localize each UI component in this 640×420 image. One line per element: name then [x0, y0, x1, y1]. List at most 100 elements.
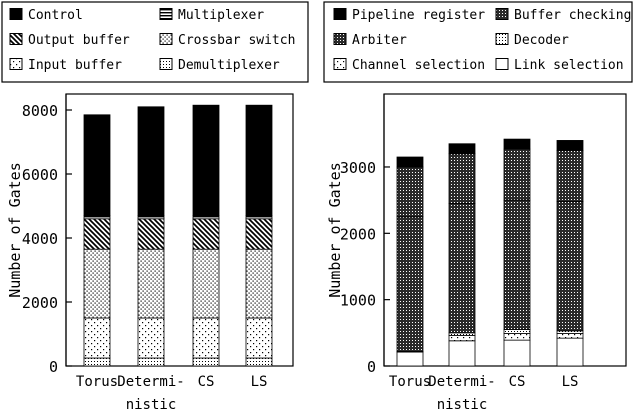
- bar-segment-input-buffer: [137, 317, 165, 359]
- bars: [83, 104, 273, 367]
- x-tick-label: nistic: [126, 397, 177, 413]
- bar-segment-output-buffer: [83, 218, 111, 250]
- legend: Pipeline register Arbiter Channel selectio…: [323, 1, 633, 83]
- y-tick-label: 2000: [340, 225, 376, 243]
- legend-label-crossbar-switch: Crossbar switch: [178, 33, 295, 48]
- bar-segment-arbiter: [503, 199, 531, 330]
- y-tick-label: 0: [49, 358, 58, 376]
- bar-segment-buffer-checking: [503, 148, 531, 201]
- bar-segment-pipeline-register: [503, 138, 531, 150]
- legend-label-buffer-checking: Buffer checking: [514, 8, 631, 23]
- y-tick-label: 1000: [340, 292, 376, 310]
- legend-label-multiplexer: Multiplexer: [178, 8, 264, 23]
- y-tick-label: 6000: [22, 166, 58, 184]
- chart-left: Control Output buffer Input buffer Multiple…: [1, 1, 309, 413]
- bar-segment-buffer-checking: [448, 153, 476, 204]
- legend-label-arbiter: Arbiter: [352, 33, 407, 48]
- bar-segment-multiplexer: [245, 215, 273, 220]
- y-tick-label: 0: [367, 358, 376, 376]
- bar-segment-link-selection: [396, 351, 424, 367]
- bar-segment-input-buffer: [83, 317, 111, 359]
- bar-segment-control: [83, 114, 111, 217]
- plot-frame: [65, 93, 294, 367]
- y-tick-label: 2000: [22, 294, 58, 312]
- legend-label-control: Control: [28, 8, 83, 23]
- legend-swatch-multiplexer: [159, 8, 173, 20]
- legend-swatch-channel-selection: [333, 58, 347, 70]
- bar-segment-crossbar-switch: [137, 248, 165, 319]
- bar-segment-crossbar-switch: [83, 248, 111, 319]
- bar-segment-demultiplexer: [245, 357, 273, 367]
- legend-label-pipeline-register: Pipeline register: [352, 8, 485, 23]
- y-tick-label: 3000: [340, 159, 376, 177]
- bar-segment-channel-selection: [556, 333, 584, 339]
- x-tick-label: Torus: [389, 374, 431, 390]
- bar-segment-pipeline-register: [556, 140, 584, 151]
- legend-swatch-link-selection: [495, 58, 509, 70]
- bar-segment-control: [137, 106, 165, 217]
- x-tick-label: Determi-: [428, 374, 495, 390]
- bar-segment-control: [245, 104, 273, 216]
- legend-box: [323, 1, 633, 83]
- legend-swatch-decoder: [495, 33, 509, 45]
- legend-label-link-selection: Link selection: [514, 58, 624, 73]
- bar-segment-link-selection: [503, 339, 531, 367]
- bar-segment-pipeline-register: [448, 143, 476, 155]
- bar-segment-multiplexer: [192, 215, 220, 220]
- bar-segment-buffer-checking: [396, 166, 424, 218]
- legend-label-demultiplexer: Demultiplexer: [178, 58, 280, 73]
- x-tick-label: Determi-: [117, 374, 184, 390]
- bar-segment-demultiplexer: [137, 357, 165, 367]
- bar-segment-arbiter: [396, 216, 424, 352]
- bars: [396, 138, 584, 367]
- bar-segment-crossbar-switch: [192, 248, 220, 319]
- x-tick-label: CS: [198, 374, 215, 390]
- bar-segment-link-selection: [556, 337, 584, 367]
- x-tick-label: Torus: [76, 374, 118, 390]
- legend-box: [1, 1, 309, 83]
- bar-segment-multiplexer: [137, 215, 165, 220]
- legend-swatch-input-buffer: [9, 58, 23, 70]
- y-tick-label: 4000: [22, 230, 58, 248]
- y-axis-title: Number of Gates: [326, 162, 344, 297]
- bar-segment-decoder: [503, 329, 531, 334]
- bar-segment-multiplexer: [83, 215, 111, 220]
- chart-right: Pipeline register Arbiter Channel selectio…: [323, 1, 633, 413]
- legend-swatch-pipeline-register: [333, 8, 347, 20]
- bar-segment-control: [192, 104, 220, 216]
- bar-segment-link-selection: [448, 340, 476, 367]
- x-tick-label: CS: [509, 374, 526, 390]
- legend-label-channel-selection: Channel selection: [352, 58, 485, 73]
- x-tick-label: nistic: [437, 397, 488, 413]
- bar-segment-demultiplexer: [192, 357, 220, 367]
- legend-label-input-buffer: Input buffer: [28, 58, 122, 73]
- y-tick-label: 8000: [22, 102, 58, 120]
- bar-segment-output-buffer: [137, 218, 165, 250]
- legend-swatch-output-buffer: [9, 33, 23, 45]
- bar-segment-input-buffer: [245, 317, 273, 359]
- bar-segment-arbiter: [556, 201, 584, 332]
- legend-swatch-crossbar-switch: [159, 33, 173, 45]
- legend-swatch-control: [9, 8, 23, 20]
- bar-segment-output-buffer: [192, 218, 220, 250]
- legend-swatch-demultiplexer: [159, 58, 173, 70]
- bar-segment-pipeline-register: [396, 156, 424, 168]
- legend-label-decoder: Decoder: [514, 33, 569, 48]
- bar-segment-input-buffer: [192, 317, 220, 359]
- legend: Control Output buffer Input buffer Multiple…: [1, 1, 309, 83]
- bar-segment-output-buffer: [245, 218, 273, 250]
- x-tick-label: LS: [251, 374, 268, 390]
- bar-segment-channel-selection: [503, 333, 531, 341]
- bar-segment-arbiter: [448, 203, 476, 334]
- legend-label-output-buffer: Output buffer: [28, 33, 130, 48]
- x-tick-label: LS: [562, 374, 579, 390]
- bar-segment-channel-selection: [448, 335, 476, 342]
- bar-segment-crossbar-switch: [245, 248, 273, 319]
- bar-segment-buffer-checking: [556, 149, 584, 202]
- legend-swatch-arbiter: [333, 33, 347, 45]
- bar-segment-demultiplexer: [83, 357, 111, 367]
- y-axis-title: Number of Gates: [6, 162, 24, 297]
- y-axis: 0 2000 4000 6000 8000 Number of Gates: [6, 94, 72, 376]
